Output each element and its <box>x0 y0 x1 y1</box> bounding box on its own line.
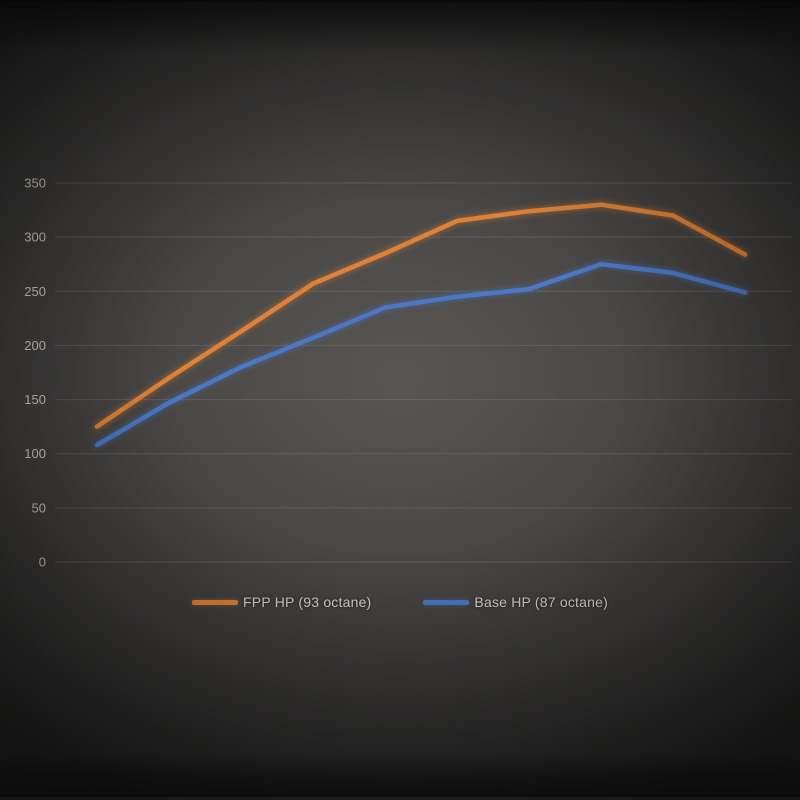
legend-item-base-hp: Base HP (87 octane) <box>423 594 608 610</box>
chart-legend: FPP HP (93 octane) Base HP (87 octane) <box>0 594 800 610</box>
y-tick-label-50: 50 <box>32 500 46 515</box>
legend-label-base-hp: Base HP (87 octane) <box>474 594 608 610</box>
y-tick-label-0: 0 <box>39 555 46 570</box>
legend-item-fpp-hp: FPP HP (93 octane) <box>192 594 371 610</box>
y-tick-label-150: 150 <box>24 392 46 407</box>
y-axis-tick-labels: 0 50 100 150 200 250 300 350 <box>24 176 46 570</box>
y-tick-label-200: 200 <box>24 338 46 353</box>
legend-swatch-base-hp <box>423 599 470 605</box>
legend-swatch-fpp-hp <box>192 599 239 605</box>
legend-label-fpp-hp: FPP HP (93 octane) <box>243 594 372 610</box>
y-tick-label-350: 350 <box>24 176 46 191</box>
y-tick-label-100: 100 <box>24 446 46 461</box>
y-tick-label-300: 300 <box>24 230 46 245</box>
series-lines <box>93 201 749 449</box>
y-tick-label-250: 250 <box>24 284 46 299</box>
